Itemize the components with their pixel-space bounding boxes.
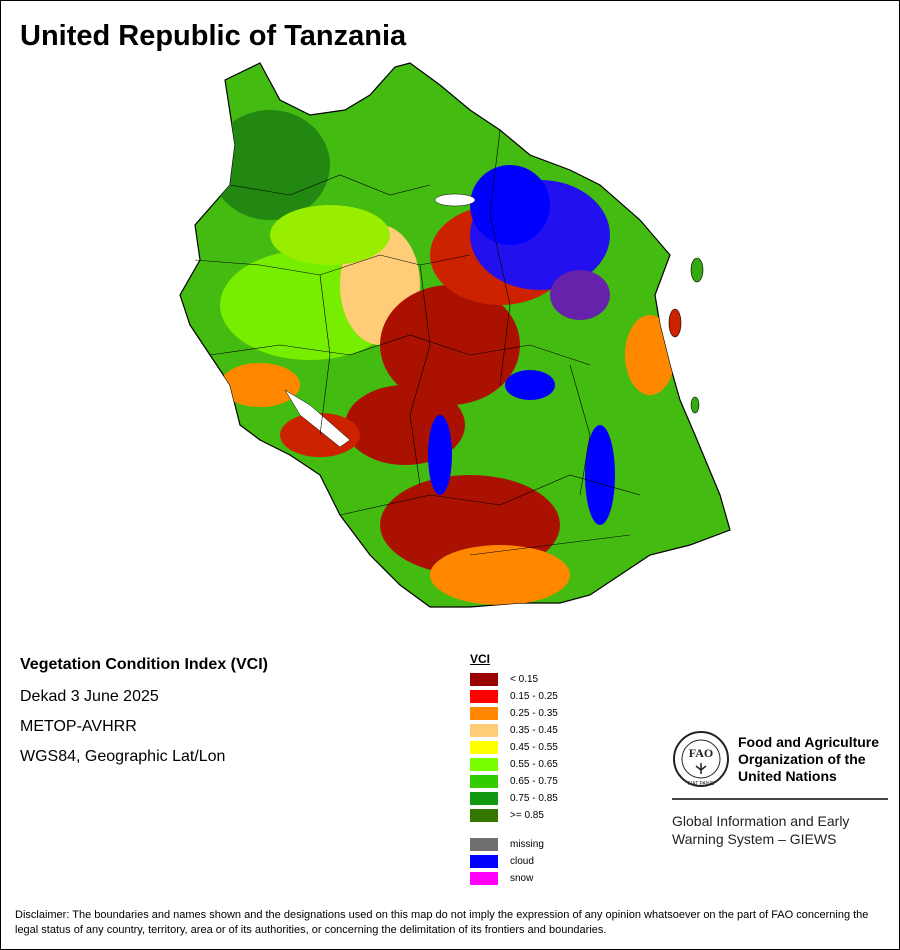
- map-title: United Republic of Tanzania: [20, 20, 407, 52]
- period-label: Dekad 3 June 2025: [20, 688, 159, 705]
- pemba-island: [690, 257, 704, 283]
- vci-legend: VCI < 0.15 0.15 - 0.25 0.25 - 0.35 0.35 …: [470, 652, 558, 887]
- legend-swatch: [470, 707, 498, 720]
- legend-item: 0.35 - 0.45: [470, 722, 558, 739]
- tanzania-vci-map: [179, 62, 731, 608]
- region-boundaries: [194, 129, 641, 556]
- fao-logo-text: FAO: [689, 746, 713, 760]
- giews-label: Global Information and Early Warning Sys…: [672, 813, 850, 847]
- legend-swatch: [470, 758, 498, 771]
- zanzibar-island: [668, 308, 682, 338]
- legend-item: 0.65 - 0.75: [470, 773, 558, 790]
- legend-swatch: [470, 809, 498, 822]
- legend-swatch: [470, 724, 498, 737]
- legend-swatch: [470, 673, 498, 686]
- fao-divider: [672, 798, 888, 800]
- legend-swatch: [470, 872, 498, 885]
- legend-item: cloud: [470, 853, 558, 870]
- fao-logo-icon: FAO FIAT PANIS: [673, 731, 729, 787]
- legend-item: missing: [470, 836, 558, 853]
- legend-item: 0.45 - 0.55: [470, 739, 558, 756]
- legend-item: 0.55 - 0.65: [470, 756, 558, 773]
- legend-item: snow: [470, 870, 558, 887]
- lake-rukwa: [284, 389, 351, 448]
- legend-item: 0.75 - 0.85: [470, 790, 558, 807]
- legend-item: 0.15 - 0.25: [470, 688, 558, 705]
- lake-eyasi: [434, 193, 476, 207]
- legend-other: missing cloud snow: [470, 836, 558, 887]
- legend-swatch: [470, 838, 498, 851]
- legend-item: 0.25 - 0.35: [470, 705, 558, 722]
- fao-branding: FAO FIAT PANIS Food and Agriculture Orga…: [672, 730, 888, 848]
- sensor-label: METOP-AVHRR: [20, 718, 137, 735]
- product-name: Vegetation Condition Index (VCI): [20, 656, 268, 673]
- mafia-island: [690, 396, 700, 414]
- legend-swatch: [470, 792, 498, 805]
- map-info: Vegetation Condition Index (VCI) Dekad 3…: [20, 656, 268, 778]
- legend-swatch: [470, 741, 498, 754]
- projection-label: WGS84, Geographic Lat/Lon: [20, 748, 226, 765]
- fao-name: Food and Agriculture Organization of the…: [738, 733, 880, 784]
- legend-swatch: [470, 775, 498, 788]
- disclaimer-text: Disclaimer: The boundaries and names sho…: [15, 909, 869, 936]
- legend-item: < 0.15: [470, 671, 558, 688]
- legend-swatch: [470, 855, 498, 868]
- legend-classes: < 0.15 0.15 - 0.25 0.25 - 0.35 0.35 - 0.…: [470, 671, 558, 824]
- legend-swatch: [470, 690, 498, 703]
- legend-title: VCI: [470, 652, 491, 666]
- legend-item: >= 0.85: [470, 807, 558, 824]
- fao-motto-text: FIAT PANIS: [688, 781, 715, 787]
